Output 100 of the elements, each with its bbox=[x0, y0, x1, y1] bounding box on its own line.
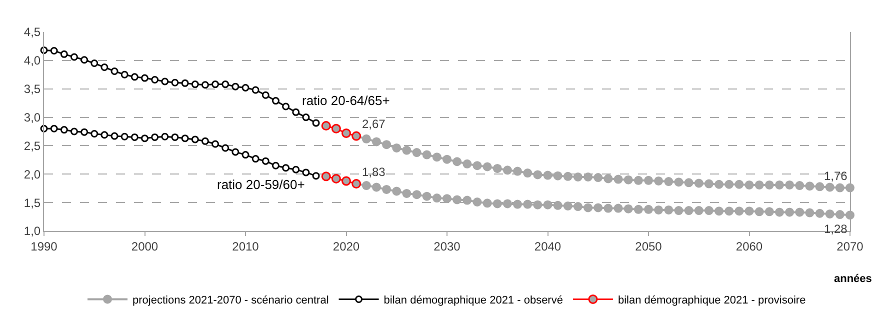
point bbox=[412, 148, 422, 158]
point bbox=[553, 200, 562, 210]
point bbox=[462, 159, 472, 168]
point bbox=[232, 82, 240, 90]
point bbox=[472, 198, 482, 206]
point bbox=[634, 176, 643, 185]
point bbox=[212, 80, 220, 88]
point bbox=[513, 166, 522, 176]
point bbox=[171, 78, 179, 86]
data-label: 1,76 bbox=[824, 169, 848, 183]
point bbox=[181, 79, 189, 87]
point bbox=[130, 133, 138, 141]
point bbox=[684, 178, 694, 188]
data-label: 1,28 bbox=[824, 222, 848, 236]
point bbox=[714, 180, 724, 189]
point bbox=[262, 157, 270, 165]
point bbox=[694, 206, 704, 216]
point bbox=[805, 182, 814, 191]
point bbox=[161, 132, 169, 140]
point bbox=[60, 126, 68, 134]
point bbox=[90, 130, 98, 138]
point bbox=[252, 155, 260, 163]
point bbox=[90, 60, 98, 68]
point bbox=[754, 207, 764, 216]
point bbox=[805, 208, 814, 218]
point bbox=[282, 164, 290, 172]
point bbox=[272, 162, 280, 170]
x-axis-title: années bbox=[834, 273, 872, 285]
point bbox=[795, 181, 804, 190]
y-tick-label: 4,0 bbox=[24, 54, 41, 68]
x-tick-label: 2070 bbox=[836, 239, 864, 254]
point bbox=[523, 168, 532, 178]
point bbox=[342, 128, 351, 138]
point bbox=[331, 124, 341, 134]
point bbox=[754, 180, 764, 190]
point bbox=[80, 128, 88, 136]
point bbox=[674, 178, 684, 187]
point bbox=[292, 108, 300, 116]
point bbox=[462, 196, 472, 205]
point bbox=[50, 47, 58, 55]
x-tick-label: 2050 bbox=[635, 239, 662, 254]
point bbox=[472, 161, 482, 170]
point bbox=[654, 176, 664, 186]
point bbox=[402, 146, 412, 155]
point bbox=[704, 179, 714, 188]
x-tick-label: 2020 bbox=[332, 239, 360, 254]
point bbox=[130, 73, 138, 81]
point bbox=[151, 76, 159, 84]
point bbox=[644, 204, 653, 214]
point bbox=[442, 154, 452, 164]
point bbox=[563, 201, 572, 210]
point bbox=[50, 124, 58, 132]
y-tick-label: 3,5 bbox=[24, 82, 41, 96]
point bbox=[402, 188, 412, 198]
point bbox=[120, 70, 128, 78]
point bbox=[452, 195, 462, 204]
x-tick-label: 2010 bbox=[232, 239, 260, 254]
point bbox=[362, 134, 371, 144]
point bbox=[141, 134, 148, 142]
point bbox=[492, 199, 502, 208]
point bbox=[604, 204, 613, 213]
point bbox=[272, 97, 280, 105]
point bbox=[584, 172, 593, 182]
point bbox=[161, 78, 169, 86]
point bbox=[634, 204, 643, 214]
point bbox=[171, 133, 179, 141]
point bbox=[442, 194, 452, 204]
point bbox=[764, 207, 774, 216]
point bbox=[553, 171, 562, 180]
point bbox=[432, 194, 442, 203]
y-tick-label: 3,0 bbox=[24, 110, 41, 124]
point bbox=[191, 136, 199, 144]
annotation: ratio 20-59/60+ bbox=[217, 177, 305, 192]
point bbox=[774, 180, 784, 190]
point bbox=[523, 200, 532, 209]
point bbox=[100, 131, 108, 139]
point bbox=[584, 203, 593, 212]
point bbox=[392, 186, 402, 196]
legend-label: bilan démographique 2021 - observé bbox=[384, 294, 563, 307]
point bbox=[694, 178, 704, 188]
point bbox=[764, 180, 774, 190]
point bbox=[362, 181, 371, 190]
point bbox=[201, 137, 209, 145]
point bbox=[543, 170, 552, 180]
point bbox=[321, 172, 331, 182]
y-tick-label: 2,0 bbox=[24, 167, 41, 182]
point bbox=[594, 203, 603, 212]
point bbox=[644, 176, 653, 185]
point bbox=[252, 86, 260, 94]
x-tick-label: 2000 bbox=[131, 239, 158, 254]
point bbox=[201, 81, 209, 89]
point bbox=[533, 170, 542, 180]
point bbox=[774, 208, 784, 217]
point bbox=[292, 166, 300, 174]
point bbox=[70, 53, 78, 61]
point bbox=[594, 173, 603, 182]
point bbox=[412, 190, 422, 200]
point bbox=[191, 80, 199, 88]
point bbox=[734, 206, 744, 216]
point bbox=[604, 174, 613, 184]
